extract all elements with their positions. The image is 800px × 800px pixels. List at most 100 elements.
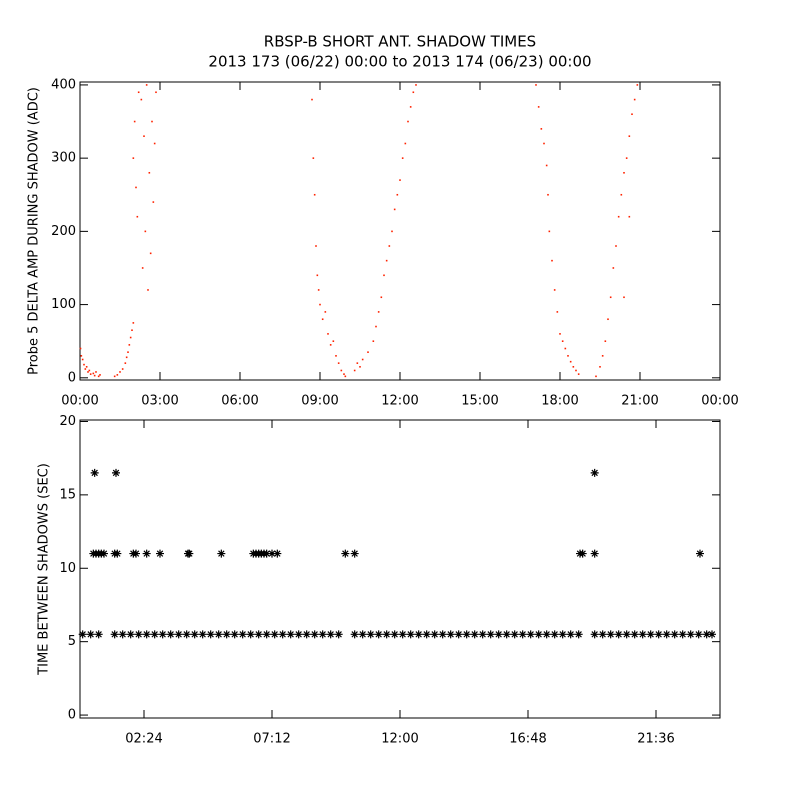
point [353, 369, 356, 372]
point [615, 245, 617, 247]
point [630, 630, 639, 639]
point [145, 84, 148, 86]
point [606, 630, 615, 639]
point [190, 630, 199, 639]
point [155, 91, 157, 94]
point [628, 135, 631, 137]
point [430, 630, 439, 639]
point [97, 375, 100, 378]
point [604, 340, 607, 342]
point [332, 340, 335, 342]
point [324, 311, 327, 313]
point [350, 549, 359, 558]
point [94, 630, 103, 639]
point [388, 245, 391, 247]
chart-title: RBSP-B SHORT ANT. SHADOW TIMES [264, 33, 536, 51]
point [391, 230, 393, 233]
x-tick-label: 18:00 [541, 394, 578, 409]
point [262, 549, 271, 558]
x-tick-label: 02:24 [125, 732, 162, 747]
point [486, 630, 495, 639]
point [494, 630, 503, 639]
point [85, 366, 88, 368]
point [623, 171, 625, 174]
y-tick-label: 10 [59, 561, 76, 576]
point [110, 630, 119, 639]
point [631, 113, 633, 116]
point [633, 98, 636, 101]
point [254, 630, 263, 639]
point [149, 252, 152, 255]
point [398, 630, 407, 639]
point [81, 358, 84, 361]
point [550, 630, 559, 639]
y-tick-label: 5 [68, 634, 76, 649]
x-tick-label: 03:00 [141, 394, 178, 409]
y-tick-label: 100 [51, 297, 76, 312]
x-tick-label: 06:00 [221, 394, 258, 409]
point [406, 630, 415, 639]
point [317, 289, 320, 291]
point [547, 193, 549, 196]
x-tick-label: 12:00 [381, 394, 418, 409]
point [518, 630, 527, 639]
point [90, 468, 99, 477]
point [399, 179, 401, 181]
point [646, 630, 655, 639]
point [206, 630, 215, 639]
point [302, 630, 311, 639]
point [620, 193, 623, 196]
point [393, 208, 396, 211]
point [116, 374, 119, 376]
point [414, 630, 423, 639]
point [124, 362, 127, 364]
point [702, 630, 711, 639]
point [454, 630, 463, 639]
point [383, 274, 385, 277]
point [390, 630, 399, 639]
point [166, 630, 175, 639]
point [564, 347, 567, 350]
point [372, 340, 375, 342]
point [366, 630, 375, 639]
y-tick-label: 15 [59, 487, 76, 502]
point [132, 549, 140, 558]
point [350, 630, 359, 639]
x-tick-label: 12:00 [381, 732, 418, 747]
point [334, 630, 343, 639]
point [131, 329, 133, 332]
point [612, 267, 615, 269]
point [638, 630, 647, 639]
point [598, 630, 607, 639]
point [238, 630, 247, 639]
point [559, 333, 561, 335]
point [84, 368, 87, 370]
point [95, 371, 97, 373]
point [543, 142, 545, 145]
point [142, 630, 151, 639]
point [140, 98, 143, 101]
point [153, 142, 156, 145]
point [311, 98, 313, 101]
point [222, 630, 231, 639]
point [144, 230, 147, 233]
point [578, 549, 587, 558]
point [553, 289, 556, 291]
point [126, 630, 135, 639]
point [87, 371, 89, 373]
x-tick-label: 00:00 [61, 394, 98, 409]
x-tick-label: 07:12 [253, 732, 290, 747]
point [152, 201, 155, 203]
point [273, 549, 282, 558]
point [340, 369, 343, 372]
point [217, 549, 226, 558]
point [462, 630, 471, 639]
point [113, 549, 122, 558]
x-tick-label: 15:00 [461, 394, 498, 409]
point [230, 630, 239, 639]
point [502, 630, 511, 639]
point [409, 106, 412, 108]
point [132, 157, 135, 159]
point [278, 630, 287, 639]
point [341, 549, 350, 558]
